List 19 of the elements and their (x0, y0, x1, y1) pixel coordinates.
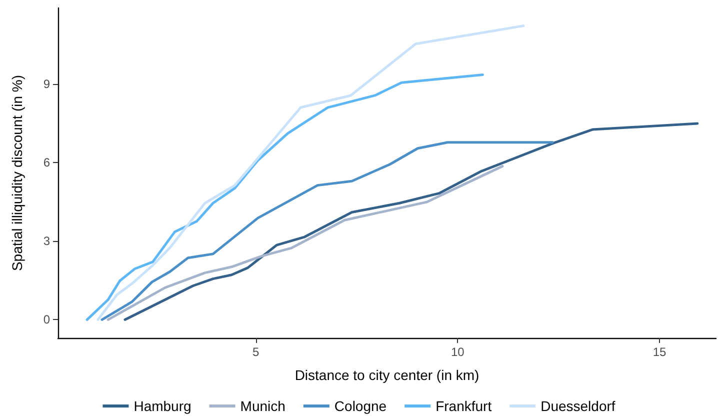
x-axis-title: Distance to city center (in km) (294, 367, 480, 383)
line-series (100, 141, 554, 321)
line-series (96, 24, 525, 321)
y-tick-label: 0 (43, 312, 50, 327)
x-tick-label: 15 (652, 345, 666, 359)
y-tick-label: 9 (43, 76, 50, 91)
x-tick-label: 10 (450, 345, 465, 359)
legend-label: Cologne (334, 398, 387, 414)
line-series (106, 164, 504, 321)
legend-label: Hamburg (134, 398, 192, 414)
line-series (86, 74, 484, 321)
y-tick-label: 3 (43, 234, 50, 248)
line-series (124, 122, 699, 321)
legend-label: Duesseldorf (540, 398, 616, 414)
legend-label: Frankfurt (436, 398, 492, 414)
legend-label: Munich (240, 398, 286, 414)
y-axis-title: Spatial illiquidity discount (in %) (9, 74, 25, 272)
y-tick-label: 6 (43, 156, 50, 170)
x-tick-label: 5 (252, 345, 260, 359)
